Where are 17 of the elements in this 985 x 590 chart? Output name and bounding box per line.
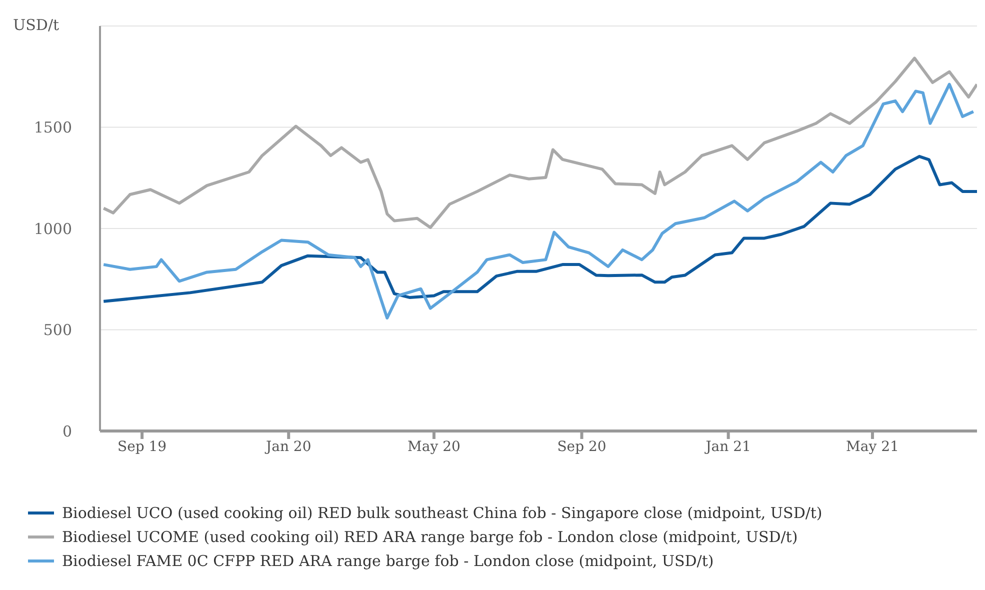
x-tick-label: Jan 20: [264, 438, 312, 455]
legend-label: Biodiesel FAME 0C CFPP RED ARA range barge fob - London close (midpoint, USD/t): [62, 551, 714, 572]
line-series: [102, 154, 977, 303]
x-tick-label: May 20: [408, 438, 460, 455]
x-tick-label: May 21: [846, 438, 899, 455]
y-tick-label: 1500: [34, 118, 72, 137]
y-tick-label: 0: [62, 422, 72, 440]
y-tick-label: 500: [43, 321, 72, 340]
x-tick-label: Sep 20: [557, 438, 606, 455]
y-tick-label: 1000: [34, 220, 72, 238]
x-tick-label: Jan 21: [704, 438, 751, 455]
legend-label: Biodiesel UCOME (used cooking oil) RED ARA range barge fob - London close (midpoint, USD/t): [62, 527, 798, 548]
line-series: [102, 56, 977, 229]
legend-label: Biodiesel UCO (used cooking oil) RED bulk southeast China fob - Singapore close (midpoint, USD/t): [62, 503, 822, 524]
x-tick-label: Sep 19: [117, 438, 167, 455]
y-axis-title: USD/t: [13, 16, 60, 34]
line-series: [102, 82, 975, 320]
